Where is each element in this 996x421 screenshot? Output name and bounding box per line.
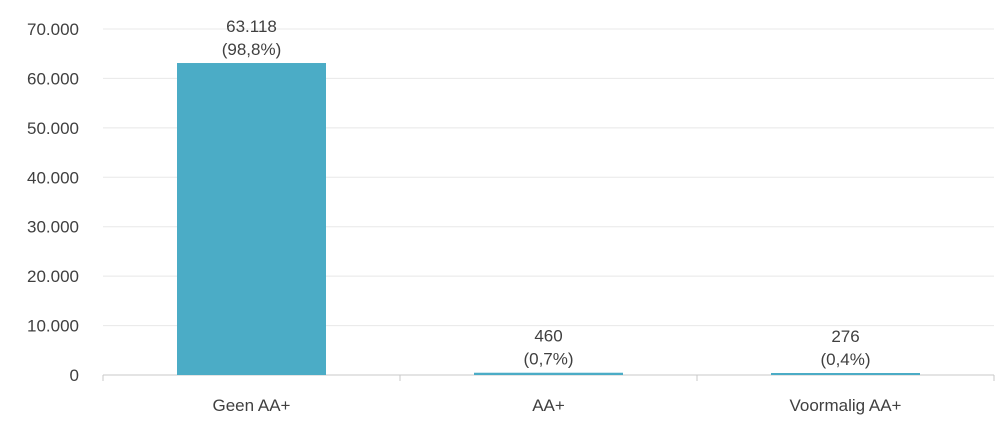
y-tick-label: 70.000 <box>27 20 79 39</box>
data-label-percent: (0,7%) <box>523 350 573 369</box>
y-tick-label: 40.000 <box>27 168 79 187</box>
y-tick-label: 10.000 <box>27 317 79 336</box>
y-tick-label: 30.000 <box>27 218 79 237</box>
bar <box>771 373 920 375</box>
bar <box>474 372 623 375</box>
data-label-value: 276 <box>831 327 859 346</box>
y-tick-label: 50.000 <box>27 119 79 138</box>
data-label-percent: (98,8%) <box>222 40 282 59</box>
data-label-value: 63.118 <box>226 17 277 36</box>
y-tick-label: 60.000 <box>27 69 79 88</box>
y-tick-label: 0 <box>70 366 79 385</box>
x-category-label: Geen AA+ <box>213 396 291 415</box>
bar <box>177 63 326 375</box>
data-label-percent: (0,4%) <box>820 350 870 369</box>
y-tick-label: 20.000 <box>27 267 79 286</box>
x-category-label: Voormalig AA+ <box>790 396 902 415</box>
data-label-value: 460 <box>534 327 562 346</box>
x-category-label: AA+ <box>532 396 565 415</box>
